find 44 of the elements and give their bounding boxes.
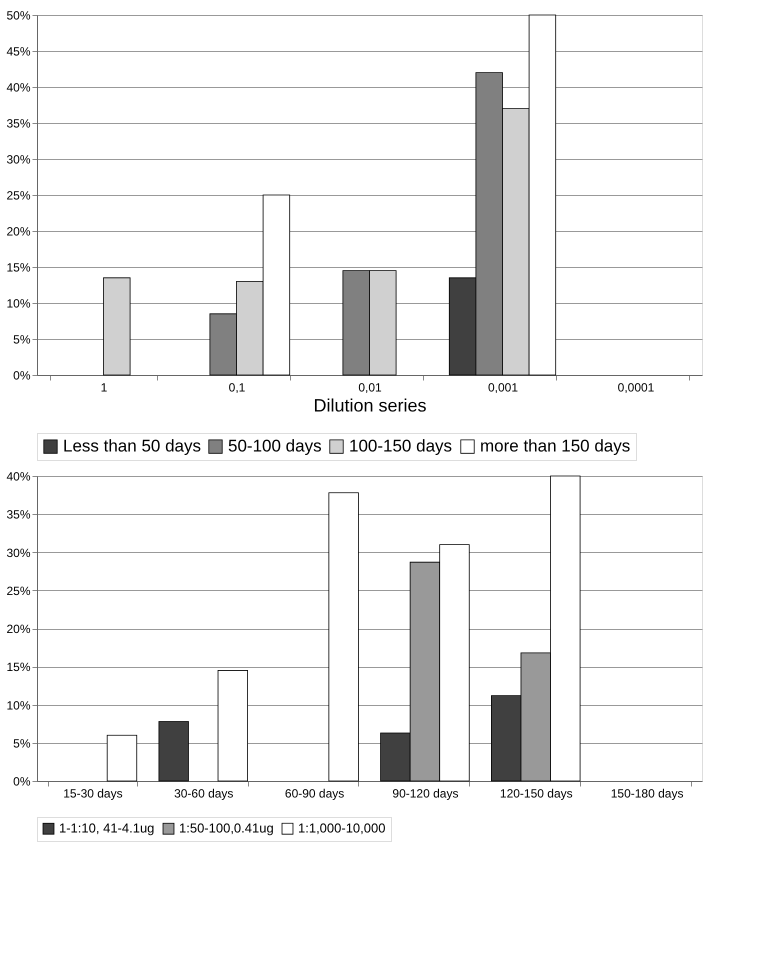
x-tick-label: 30-60 days xyxy=(174,786,234,800)
y-tick-label: 15% xyxy=(6,260,31,274)
y-tick-label: 10% xyxy=(6,296,31,310)
y-tick-label: 45% xyxy=(6,44,31,58)
y-tick-label: 20% xyxy=(6,622,31,636)
y-tick-label: 30% xyxy=(6,546,31,560)
y-tick-label: 15% xyxy=(6,660,31,674)
x-tick-label: 120-150 days xyxy=(500,786,573,800)
y-tick-label: 50% xyxy=(6,8,31,22)
x-tick-label: 0,1 xyxy=(228,380,246,394)
y-tick-label: 0% xyxy=(13,368,31,382)
x-axis-title: Dilution series xyxy=(313,396,427,416)
legend-label: 1:50-100,0.41ug xyxy=(179,820,274,836)
bar xyxy=(218,670,248,782)
y-tick-label: 0% xyxy=(13,774,31,788)
y-tick-label: 25% xyxy=(6,188,31,202)
legend-label: 1-1:10, 41-4.1ug xyxy=(59,820,154,836)
x-tick-label: 0,01 xyxy=(358,380,382,394)
x-tick-label: 15-30 days xyxy=(63,786,123,800)
y-tick-label: 5% xyxy=(13,736,31,750)
y-tick-label: 30% xyxy=(6,152,31,166)
y-tick-label: 40% xyxy=(6,470,31,484)
y-tick-label: 40% xyxy=(6,80,31,94)
y-tick-label: 25% xyxy=(6,584,31,598)
legend-label: 100-150 days xyxy=(349,436,452,456)
y-tick-label: 35% xyxy=(6,116,31,130)
x-tick-label: 60-90 days xyxy=(284,786,344,800)
bar xyxy=(103,277,130,376)
x-tick-label: 90-120 days xyxy=(392,786,458,800)
bar xyxy=(158,721,189,782)
x-tick-label: 1 xyxy=(100,380,108,394)
y-tick-label: 5% xyxy=(13,332,31,346)
legend-label: 1:1,000-10,000 xyxy=(298,820,386,836)
y-tick-label: 20% xyxy=(6,224,31,238)
y-tick-label: 35% xyxy=(6,508,31,522)
bar xyxy=(106,734,138,782)
y-tick-label: 10% xyxy=(6,698,31,712)
x-tick-label: 0,0001 xyxy=(618,380,655,394)
legend-label: more than 150 days xyxy=(480,436,630,456)
x-tick-label: 0,001 xyxy=(488,380,518,394)
x-tick-label: 150-180 days xyxy=(610,786,684,800)
legend-label: Less than 50 days xyxy=(63,436,201,456)
bar xyxy=(328,492,359,782)
legend-label: 50-100 days xyxy=(228,436,322,456)
